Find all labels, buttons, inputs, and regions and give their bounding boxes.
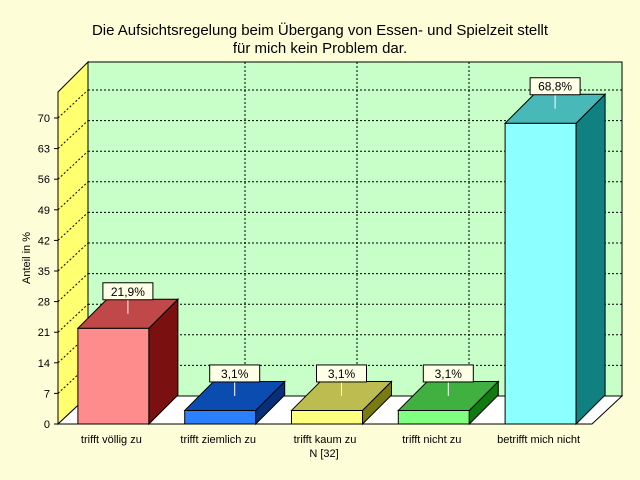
chart-title-line-2: für mich kein Problem dar. [233,40,407,57]
data-label: 3,1% [435,367,463,381]
bar-group: 3,1% [290,364,393,426]
data-label-box [422,364,474,383]
y-tick-label: 0 [44,419,50,431]
bar-front [504,122,577,425]
bars: 21,9% 3,1% 3,1% 3,1% 68,8% [76,77,607,426]
x-category-label: trifft kaum zu [294,434,357,446]
data-label-box [529,77,581,96]
grid-line-diagonal [57,120,89,149]
grid-line-diagonal [57,273,89,302]
bar-front [397,409,470,425]
x-axis-categories: trifft völlig zu trifft ziemlich zu trifft… [81,434,580,446]
data-label: 68,8% [538,80,572,94]
x-category-label: trifft nicht zu [402,434,461,446]
bar-group: 68,8% [503,77,607,426]
x-category-label: trifft ziemlich zu [180,434,256,446]
data-label: 21,9% [111,285,145,299]
y-tick-label: 42 [38,235,50,247]
data-label-box [102,282,154,301]
data-label: 3,1% [328,367,356,381]
grid-line-diagonal [57,242,89,272]
bar-group: 21,9% [76,282,180,426]
y-tick-label: 63 [38,144,50,156]
grid-line-diagonal [57,212,89,241]
y-tick-label: 14 [38,358,50,370]
grid-line-diagonal [57,334,89,364]
data-label: 3,1% [221,367,249,381]
grid-line-diagonal [57,150,89,180]
data-label-box [316,364,367,383]
bar-front [77,327,150,425]
y-tick-label: 28 [38,297,50,309]
grid-line-diagonal [57,181,89,211]
y-tick-label: 49 [38,205,50,217]
grid-line-diagonal [57,365,89,394]
y-axis-ticks: 0 7 14 21 28 35 42 49 56 63 70 [38,113,58,431]
y-tick-label: 35 [38,266,50,278]
y-tick-label: 21 [38,327,50,339]
sample-size-note: N [32] [309,448,338,460]
y-tick-label: 56 [38,174,50,186]
bar-group: 3,1% [183,364,286,426]
bar-front [184,409,257,425]
y-tick-label: 70 [38,113,50,125]
bar-side [575,93,606,426]
x-category-label: betrifft mich nicht [497,434,580,446]
data-label-box [209,364,261,383]
grid-line-diagonal [57,89,89,119]
bar-group: 3,1% [397,364,500,426]
y-axis-label: Anteil in % [21,232,33,284]
y-tick-label: 7 [44,388,50,400]
chart-title-line-1: Die Aufsichtsregelung beim Übergang von … [92,21,549,39]
x-category-label: trifft völlig zu [81,434,142,446]
grid-line-diagonal [57,303,89,333]
bar-front [291,409,363,425]
